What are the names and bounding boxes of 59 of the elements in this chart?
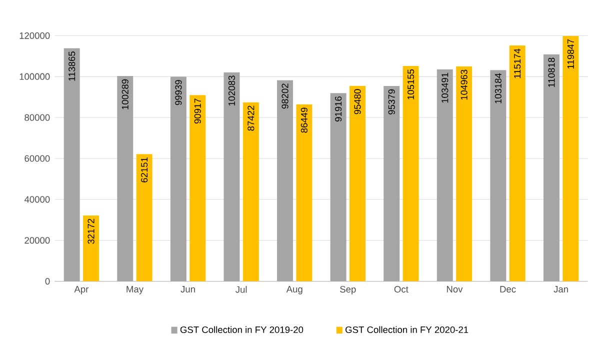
data-label: 113865 bbox=[68, 52, 76, 81]
bar bbox=[64, 48, 80, 282]
bar bbox=[136, 154, 152, 282]
bar bbox=[296, 104, 312, 282]
data-label: 105155 bbox=[408, 69, 414, 100]
bar bbox=[509, 46, 526, 282]
bar bbox=[117, 76, 134, 282]
x-tick-label: Jul bbox=[236, 286, 247, 293]
x-tick-label: Jun bbox=[180, 286, 195, 292]
data-label: 95480 bbox=[354, 89, 361, 114]
bar bbox=[436, 69, 453, 282]
data-label: 99939 bbox=[175, 80, 182, 106]
y-tick-label: 0 bbox=[45, 278, 50, 285]
y-tick-label: 120000 bbox=[20, 32, 50, 39]
data-label: 95379 bbox=[388, 89, 395, 114]
bar bbox=[490, 70, 506, 282]
data-label: 103184 bbox=[494, 73, 502, 104]
legend-label: GST Collection in FY 2019-20 bbox=[180, 326, 304, 334]
x-tick-label: Apr bbox=[74, 286, 89, 294]
y-tick-label: 100000 bbox=[20, 73, 50, 80]
y-tick-label: 20000 bbox=[24, 237, 50, 244]
x-tick-label: Sep bbox=[340, 286, 356, 294]
y-tick-label: 60000 bbox=[24, 155, 50, 162]
data-label: 119847 bbox=[567, 39, 574, 68]
data-label: 62151 bbox=[141, 157, 148, 182]
data-label: 98202 bbox=[282, 84, 288, 109]
data-label: 103491 bbox=[442, 72, 448, 103]
data-label: 91916 bbox=[335, 96, 342, 122]
bar bbox=[562, 36, 579, 282]
bar bbox=[242, 102, 259, 282]
bar bbox=[224, 72, 240, 282]
x-tick-label: May bbox=[126, 286, 144, 294]
bar bbox=[456, 66, 472, 282]
bar bbox=[170, 76, 186, 282]
bar bbox=[330, 93, 346, 282]
bar bbox=[190, 95, 206, 282]
bar bbox=[402, 66, 419, 282]
x-tick-label: Jan bbox=[554, 286, 568, 292]
bar bbox=[83, 215, 100, 282]
x-tick-label: Oct bbox=[394, 286, 408, 293]
data-label: 110818 bbox=[548, 58, 555, 87]
data-label: 104963 bbox=[460, 70, 468, 100]
bar bbox=[543, 54, 560, 282]
data-label: 90917 bbox=[194, 98, 201, 124]
data-label: 100289 bbox=[122, 79, 128, 110]
data-label: 86449 bbox=[300, 108, 308, 133]
data-label: 102083 bbox=[228, 76, 236, 106]
x-tick-label: Nov bbox=[446, 286, 463, 292]
data-label: 32172 bbox=[88, 218, 94, 244]
bar bbox=[384, 86, 400, 282]
x-tick-label: Dec bbox=[500, 286, 516, 292]
y-tick-label: 80000 bbox=[24, 114, 50, 121]
data-label: 87422 bbox=[248, 106, 254, 131]
y-tick-label: 40000 bbox=[24, 196, 50, 203]
data-label: 115174 bbox=[514, 48, 521, 78]
bar bbox=[350, 86, 366, 282]
legend-label: GST Collection in FY 2020-21 bbox=[346, 326, 468, 334]
bar bbox=[277, 80, 294, 282]
x-tick-label: Aug bbox=[286, 286, 302, 294]
